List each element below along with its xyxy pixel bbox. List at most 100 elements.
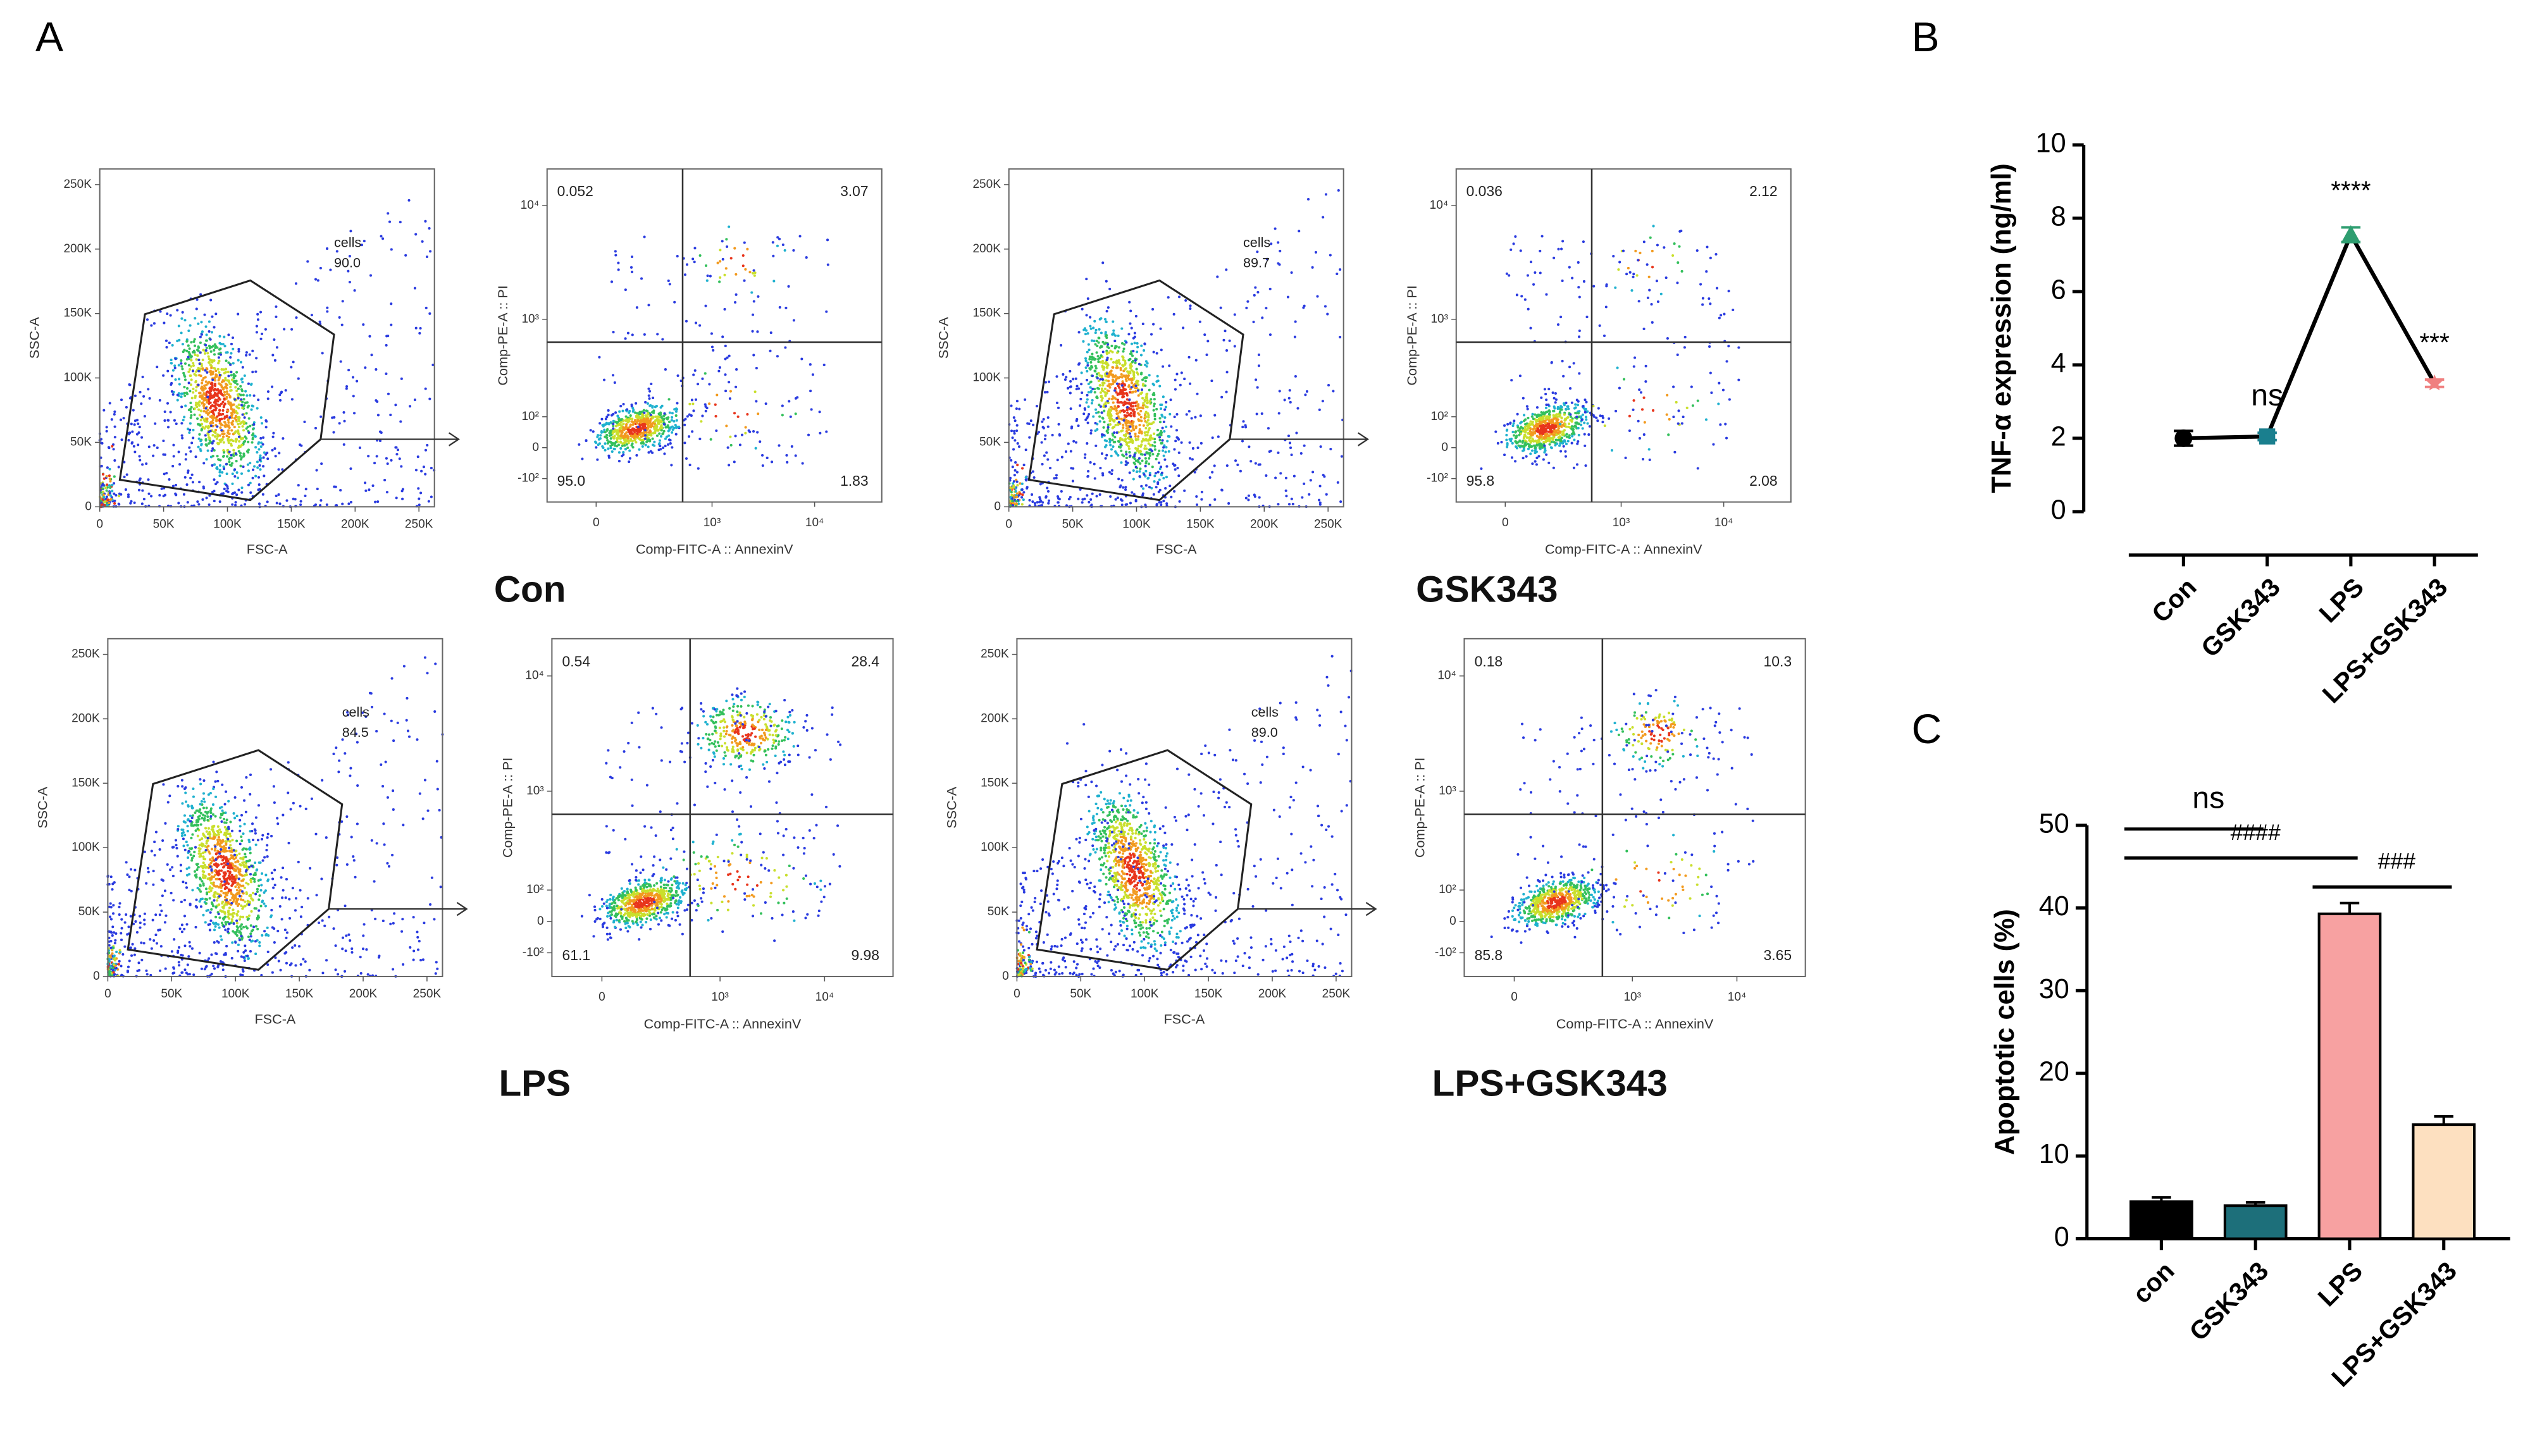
event-dot bbox=[189, 422, 192, 425]
event-dot bbox=[1108, 414, 1111, 417]
event-dot bbox=[1142, 487, 1145, 490]
event-dot bbox=[230, 352, 233, 355]
event-dot bbox=[1045, 496, 1048, 499]
event-dot bbox=[1016, 464, 1019, 467]
event-dot bbox=[181, 343, 184, 346]
event-dot bbox=[769, 349, 772, 352]
event-dot bbox=[205, 393, 208, 397]
event-dot bbox=[1571, 435, 1574, 438]
event-dot bbox=[1610, 448, 1613, 452]
event-dot bbox=[1090, 339, 1093, 342]
event-dot bbox=[752, 354, 755, 357]
event-dot bbox=[273, 338, 276, 342]
event-dot bbox=[198, 433, 201, 436]
event-dot bbox=[1130, 350, 1133, 353]
x-tick-label: 0 bbox=[1005, 517, 1012, 531]
event-dot bbox=[223, 417, 226, 420]
event-dot bbox=[1104, 318, 1107, 321]
event-dot bbox=[1288, 389, 1291, 392]
event-dot bbox=[1530, 445, 1534, 448]
event-dot bbox=[1089, 461, 1092, 464]
event-dot bbox=[1566, 416, 1570, 419]
event-dot bbox=[1144, 363, 1147, 366]
event-dot bbox=[1107, 375, 1110, 378]
event-dot bbox=[1079, 404, 1082, 407]
group-label: Con bbox=[494, 569, 566, 610]
event-dot bbox=[724, 390, 728, 393]
event-dot bbox=[1677, 409, 1680, 412]
event-dot bbox=[1575, 398, 1578, 402]
event-dot bbox=[1531, 420, 1534, 424]
event-dot bbox=[1220, 395, 1224, 398]
event-dot bbox=[1208, 503, 1212, 507]
x-axis-label: Comp-FITC-A :: AnnexinV bbox=[1545, 541, 1702, 557]
event-dot bbox=[254, 435, 257, 438]
event-dot bbox=[655, 405, 658, 408]
event-dot bbox=[180, 434, 183, 437]
event-dot bbox=[1115, 431, 1119, 435]
event-dot bbox=[108, 491, 111, 495]
event-dot bbox=[1148, 427, 1151, 430]
event-dot bbox=[1115, 382, 1119, 385]
event-dot bbox=[1138, 406, 1141, 409]
event-dot bbox=[624, 415, 628, 418]
event-dot bbox=[196, 417, 199, 420]
event-dot bbox=[1673, 242, 1676, 245]
event-dot bbox=[1095, 411, 1098, 414]
event-dot bbox=[342, 410, 345, 414]
event-dot bbox=[226, 487, 229, 490]
event-dot bbox=[1069, 450, 1072, 453]
event-dot bbox=[428, 397, 431, 400]
event-dot bbox=[1134, 426, 1138, 429]
event-dot bbox=[211, 455, 214, 458]
event-dot bbox=[206, 395, 209, 398]
event-dot bbox=[216, 388, 220, 391]
event-dot bbox=[1069, 407, 1072, 410]
event-dot bbox=[1161, 439, 1164, 442]
event-dot bbox=[200, 443, 203, 447]
event-dot bbox=[244, 810, 247, 813]
event-dot bbox=[223, 397, 226, 400]
event-dot bbox=[1024, 448, 1027, 452]
event-dot bbox=[200, 416, 203, 419]
event-dot bbox=[1530, 431, 1534, 434]
event-dot bbox=[212, 389, 216, 392]
event-dot bbox=[198, 404, 201, 407]
event-dot bbox=[1132, 427, 1135, 430]
event-dot bbox=[208, 344, 211, 347]
event-dot bbox=[1555, 438, 1558, 442]
event-dot bbox=[264, 328, 267, 331]
event-dot bbox=[226, 437, 230, 440]
event-dot bbox=[390, 323, 393, 326]
event-dot bbox=[1100, 411, 1103, 414]
event-dot bbox=[685, 319, 688, 323]
event-dot bbox=[239, 385, 242, 388]
event-dot bbox=[1107, 306, 1110, 309]
event-dot bbox=[223, 402, 226, 405]
event-dot bbox=[106, 498, 109, 502]
event-dot bbox=[601, 445, 604, 448]
event-dot bbox=[617, 268, 620, 271]
event-dot bbox=[387, 392, 390, 395]
event-dot bbox=[626, 428, 629, 431]
event-dot bbox=[772, 254, 775, 257]
event-dot bbox=[1094, 343, 1097, 346]
event-dot bbox=[320, 462, 323, 466]
event-dot bbox=[1127, 402, 1130, 405]
event-dot bbox=[242, 398, 245, 401]
event-dot bbox=[1671, 254, 1675, 257]
event-dot bbox=[771, 460, 774, 464]
event-dot bbox=[609, 447, 612, 450]
event-dot bbox=[784, 306, 788, 309]
event-dot bbox=[252, 394, 256, 397]
event-dot bbox=[197, 445, 200, 448]
event-dot bbox=[1096, 344, 1099, 347]
event-dot bbox=[1085, 278, 1088, 281]
event-dot bbox=[259, 337, 263, 340]
event-dot bbox=[241, 425, 244, 428]
event-dot bbox=[221, 438, 224, 441]
event-dot bbox=[1206, 340, 1210, 343]
event-dot bbox=[226, 400, 230, 403]
event-dot bbox=[240, 398, 243, 401]
event-dot bbox=[424, 387, 427, 390]
